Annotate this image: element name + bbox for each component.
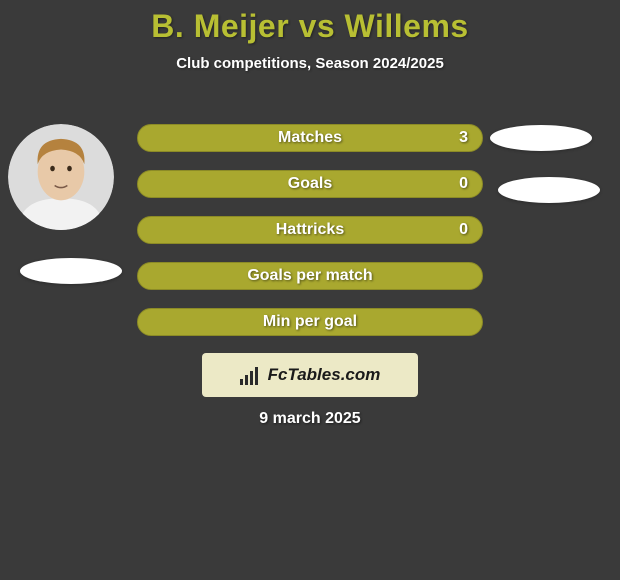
stat-label: Goals <box>288 175 332 193</box>
stat-label: Goals per match <box>247 267 372 285</box>
stat-right-value: 0 <box>459 175 468 193</box>
side-oval-right-1 <box>490 125 592 151</box>
date-text: 9 march 2025 <box>0 410 620 428</box>
page-title: B. Meijer vs Willems <box>0 0 620 45</box>
stat-right-value: 3 <box>459 129 468 147</box>
stat-row-min-per-goal: Min per goal <box>137 308 483 336</box>
side-oval-right-2 <box>498 177 600 203</box>
logo-chart-icon <box>240 365 262 385</box>
stat-label: Min per goal <box>263 313 357 331</box>
stat-row-goals: Goals 0 <box>137 170 483 198</box>
stat-label: Hattricks <box>276 221 344 239</box>
avatar-left-svg <box>8 124 114 230</box>
page-subtitle: Club competitions, Season 2024/2025 <box>0 55 620 72</box>
player-left-avatar <box>8 124 114 230</box>
stat-row-matches: Matches 3 <box>137 124 483 152</box>
stat-row-goals-per-match: Goals per match <box>137 262 483 290</box>
logo-text: FcTables.com <box>268 365 381 385</box>
side-oval-left <box>20 258 122 284</box>
stats-column: Matches 3 Goals 0 Hattricks 0 Goals per … <box>137 124 483 354</box>
stat-row-hattricks: Hattricks 0 <box>137 216 483 244</box>
stat-label: Matches <box>278 129 342 147</box>
logo-box: FcTables.com <box>202 353 418 397</box>
stat-right-value: 0 <box>459 221 468 239</box>
